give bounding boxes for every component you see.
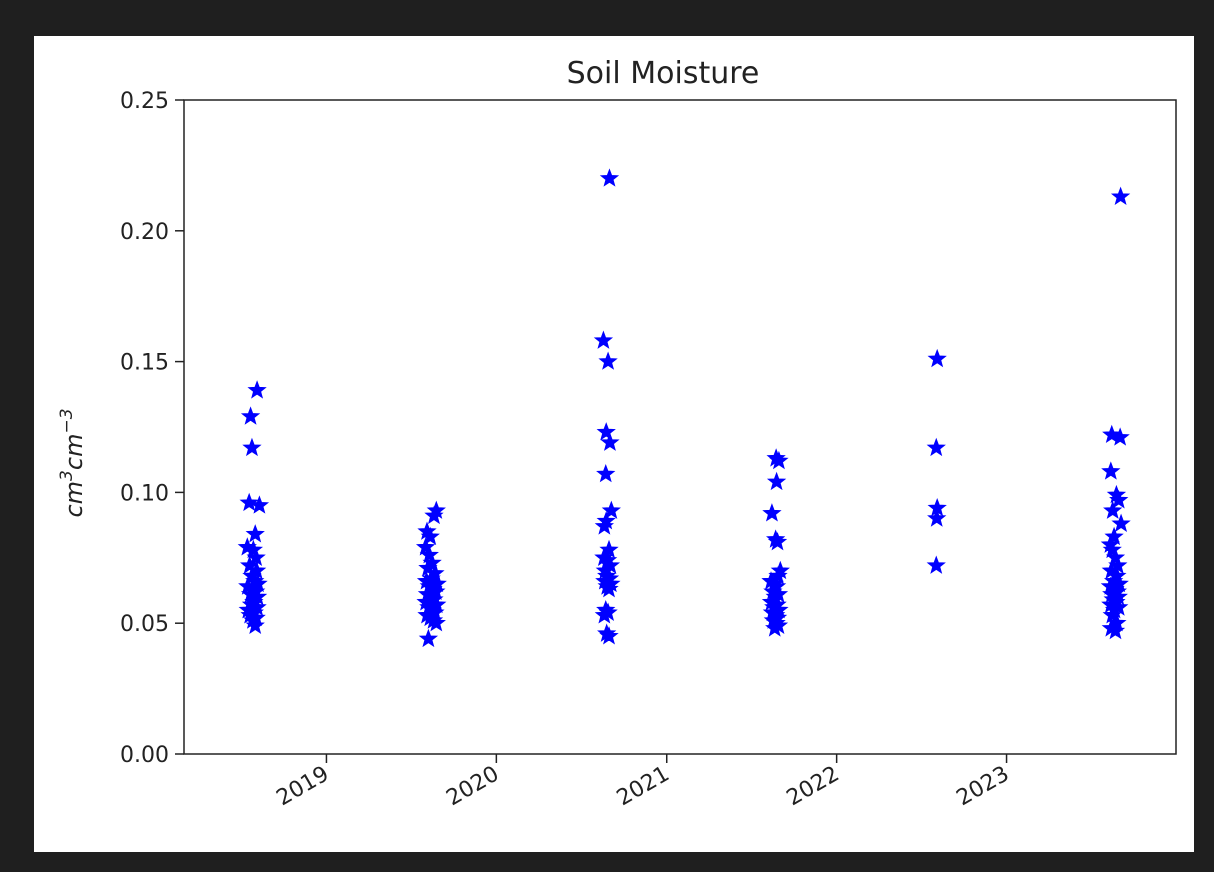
data-points — [237, 168, 1131, 648]
chart-title: Soil Moisture — [567, 56, 760, 91]
x-tick-label: 2020 — [442, 762, 503, 812]
data-point-star — [765, 618, 785, 637]
x-axis-ticks: 2019 2020 2021 2022 2023 — [272, 754, 1014, 812]
y-axis-label: cm3cm−3 — [57, 408, 88, 517]
figure-canvas: Soil Moisture cm3cm−3 0.00 0.05 0.10 0.15 0.… — [34, 36, 1194, 852]
data-point-star — [599, 579, 619, 598]
data-point-star — [1110, 427, 1130, 446]
data-point-star — [1105, 620, 1126, 640]
data-point-star — [1105, 547, 1126, 567]
data-point-star — [596, 463, 616, 483]
data-point-star — [1101, 461, 1121, 480]
data-point-star — [600, 432, 620, 451]
data-point-star — [927, 348, 947, 368]
data-point-star — [243, 539, 264, 559]
x-tick-label: 2022 — [783, 762, 844, 812]
data-point-star — [769, 450, 789, 470]
data-point-star — [245, 615, 265, 635]
x-tick-label: 2023 — [953, 762, 1014, 812]
data-point-star — [599, 168, 620, 187]
data-point-star — [1110, 186, 1131, 205]
y-tick-label: 0.15 — [120, 351, 169, 376]
y-tick-label: 0.20 — [120, 220, 169, 245]
data-point-star — [766, 471, 787, 491]
x-tick-label: 2019 — [272, 762, 333, 812]
y-tick-label: 0.25 — [120, 89, 169, 114]
data-point-star — [419, 545, 439, 564]
data-point-star — [926, 437, 946, 457]
soil-moisture-chart: Soil Moisture cm3cm−3 0.000.050.100.150.… — [57, 56, 1177, 812]
data-point-star — [593, 330, 614, 349]
data-point-star — [762, 503, 782, 522]
y-axis-label-base1: cm — [60, 481, 88, 518]
data-point-star — [599, 626, 619, 645]
data-point-star — [1102, 539, 1122, 559]
data-point-star — [246, 547, 266, 567]
y-axis-ticks: 0.00 0.05 0.10 0.15 0.20 0.25 — [120, 89, 184, 768]
data-point-star — [249, 495, 270, 514]
data-point-star — [598, 351, 618, 370]
data-point-star — [247, 380, 267, 399]
data-point-star — [238, 576, 258, 595]
data-point-star — [242, 437, 262, 457]
data-point-star — [767, 531, 788, 551]
data-point-star — [239, 492, 259, 512]
data-point-star — [596, 422, 616, 441]
y-axis-label-sup1: 3 — [57, 470, 77, 481]
y-tick-label: 0.10 — [120, 481, 169, 506]
plot-area-frame — [183, 99, 1177, 755]
data-point-star — [1104, 526, 1124, 546]
data-point-star — [424, 505, 444, 525]
data-point-star — [926, 555, 946, 574]
data-point-star — [1111, 513, 1131, 532]
x-tick-label: 2021 — [613, 762, 674, 812]
data-point-star — [1109, 490, 1129, 509]
data-point-star — [245, 524, 265, 543]
y-axis-label-text: cm3cm−3 — [57, 408, 88, 517]
data-point-star — [1102, 605, 1122, 624]
data-point-star — [1102, 424, 1122, 444]
y-tick-label: 0.05 — [120, 612, 169, 637]
data-point-star — [601, 500, 621, 519]
y-axis-label-base2: cm — [60, 434, 88, 471]
data-point-star — [240, 406, 261, 425]
data-point-star — [599, 539, 619, 559]
data-point-star — [420, 526, 440, 546]
y-axis-label-sup2: −3 — [57, 408, 77, 433]
data-point-star — [594, 605, 614, 624]
data-point-star — [415, 537, 436, 556]
data-point-star — [1103, 500, 1123, 519]
y-tick-label: 0.00 — [120, 743, 169, 768]
data-point-star — [594, 516, 614, 535]
data-point-star — [418, 628, 439, 648]
data-point-star — [927, 508, 947, 527]
data-point-star — [426, 613, 446, 632]
